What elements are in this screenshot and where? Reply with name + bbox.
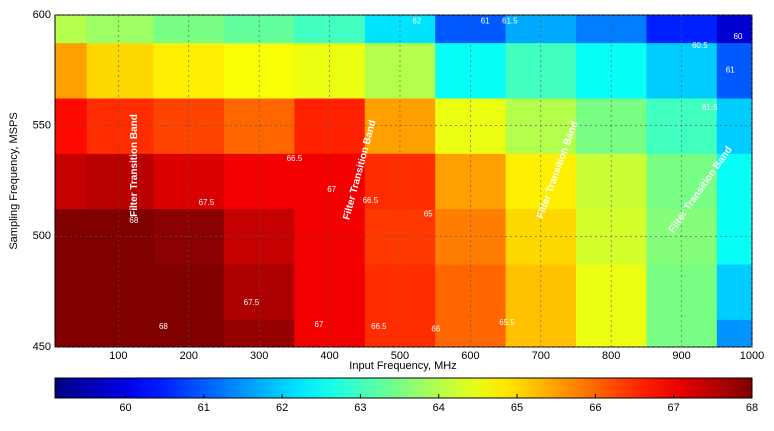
contour-label: 65 bbox=[424, 209, 433, 218]
contour-label: 62 bbox=[412, 17, 421, 26]
x-axis-label: Input Frequency, MHz bbox=[349, 360, 456, 372]
contour-cell bbox=[86, 319, 155, 347]
x-tick-label: 700 bbox=[532, 350, 550, 362]
x-tick-label: 300 bbox=[250, 350, 268, 362]
contour-label: 60 bbox=[733, 32, 742, 41]
contour-cell bbox=[505, 319, 577, 347]
contour-cell bbox=[646, 15, 718, 44]
contour-label: 61.5 bbox=[502, 17, 518, 26]
colorbar-tick-label: 68 bbox=[746, 402, 758, 414]
contour-cell bbox=[646, 319, 718, 347]
x-tick-label: 900 bbox=[672, 350, 690, 362]
contour-label: 68 bbox=[129, 216, 138, 225]
contour-label: 66.5 bbox=[363, 196, 379, 205]
y-tick-label: 600 bbox=[33, 9, 51, 21]
contour-cell bbox=[716, 264, 752, 320]
contour-label: 60.5 bbox=[692, 41, 708, 50]
y-tick-label: 550 bbox=[33, 120, 51, 132]
contour-label: 67.5 bbox=[199, 198, 215, 207]
contour-label: 61 bbox=[481, 17, 490, 26]
contour-cell bbox=[153, 15, 225, 44]
colorbar-tick-label: 64 bbox=[433, 402, 445, 414]
x-tick-label: 200 bbox=[180, 350, 198, 362]
colorbar-tick-label: 60 bbox=[119, 402, 131, 414]
colorbar-tick-label: 67 bbox=[668, 402, 680, 414]
contour-label: 67 bbox=[315, 320, 324, 329]
colorbar-tick-label: 63 bbox=[354, 402, 366, 414]
contour-cell bbox=[86, 42, 155, 99]
colorbar-tick-label: 66 bbox=[589, 402, 601, 414]
x-tick-label: 500 bbox=[391, 350, 409, 362]
contour-cell bbox=[435, 319, 507, 347]
contour-cell bbox=[294, 15, 366, 44]
contour-cell bbox=[86, 15, 155, 44]
contour-cell bbox=[55, 15, 88, 44]
contour-cell bbox=[575, 15, 647, 44]
contour-label: 66.5 bbox=[371, 322, 387, 331]
x-tick-label: 600 bbox=[461, 350, 479, 362]
colorbar-tick-label: 65 bbox=[511, 402, 523, 414]
x-tick-label: 800 bbox=[602, 350, 620, 362]
contour-cell bbox=[364, 15, 436, 44]
contour-label: 61.5 bbox=[702, 103, 718, 112]
contour-label: 68 bbox=[159, 322, 168, 331]
contour-cell bbox=[86, 264, 155, 320]
contour-cell bbox=[223, 15, 295, 44]
contour-cell bbox=[435, 15, 507, 44]
colorbar-tick-label: 62 bbox=[276, 402, 288, 414]
contour-cell bbox=[55, 319, 88, 347]
contour-label: 66 bbox=[431, 324, 440, 333]
x-tick-label: 400 bbox=[320, 350, 338, 362]
contour-cell bbox=[505, 15, 577, 44]
contour-cell bbox=[716, 153, 752, 210]
contour-cell bbox=[716, 319, 752, 347]
contour-label: 65.5 bbox=[499, 318, 515, 327]
y-tick-label: 450 bbox=[33, 341, 51, 353]
contour-cell bbox=[55, 42, 88, 99]
x-tick-label: 100 bbox=[109, 350, 127, 362]
contour-label: 66.5 bbox=[287, 154, 303, 163]
contour-cell bbox=[364, 319, 436, 347]
contour-cell bbox=[86, 153, 155, 210]
annotation: Filter Transition Band bbox=[129, 114, 140, 217]
x-tick-label: 1000 bbox=[740, 350, 764, 362]
contour-cell bbox=[294, 319, 366, 347]
contour-cell bbox=[55, 153, 88, 210]
contour-cell bbox=[716, 42, 752, 99]
contour-cell bbox=[153, 319, 225, 347]
contour-cell bbox=[575, 319, 647, 347]
contour-label: 67 bbox=[327, 185, 336, 194]
colorbar bbox=[54, 377, 753, 399]
contour-cell bbox=[716, 15, 752, 44]
y-axis-label: Sampling Frequency, MSPS bbox=[8, 112, 20, 249]
contour-cell bbox=[55, 264, 88, 320]
colorbar-tick-label: 61 bbox=[198, 402, 210, 414]
contour-label: 67.5 bbox=[244, 298, 260, 307]
contour-label: 61 bbox=[726, 65, 735, 74]
contour-cell bbox=[223, 319, 295, 347]
y-tick-label: 500 bbox=[33, 230, 51, 242]
